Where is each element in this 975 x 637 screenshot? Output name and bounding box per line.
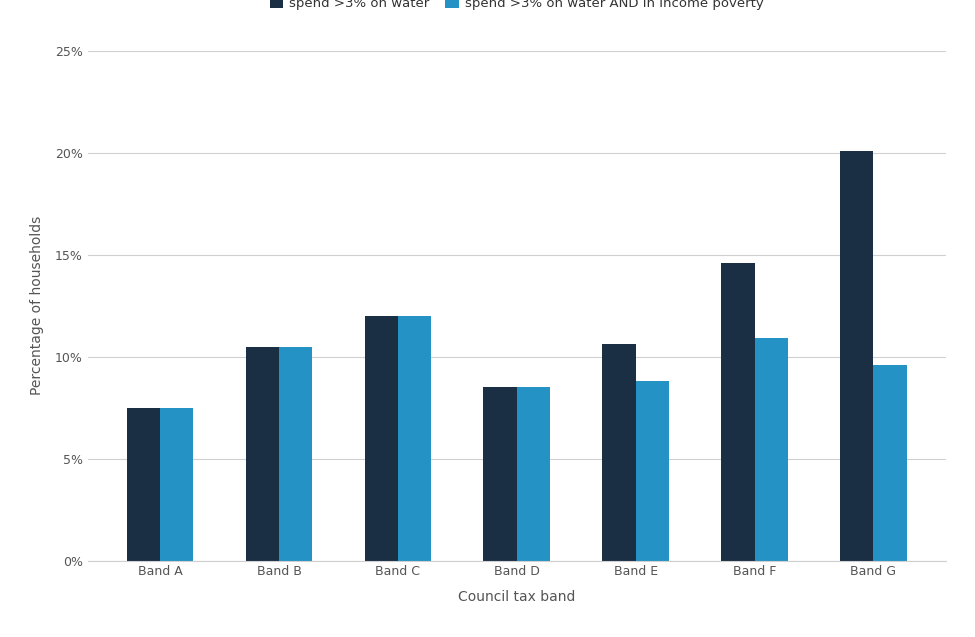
Bar — [398, 316, 431, 561]
X-axis label: Council tax band: Council tax band — [458, 589, 575, 603]
Bar — [279, 347, 312, 561]
Legend: spend >3% on water, spend >3% on water AND in income poverty: spend >3% on water, spend >3% on water A… — [264, 0, 769, 15]
Y-axis label: Percentage of households: Percentage of households — [30, 216, 44, 396]
Bar — [755, 338, 788, 561]
Bar — [484, 387, 517, 561]
Bar — [603, 345, 636, 561]
Bar — [840, 151, 874, 561]
Bar — [246, 347, 279, 561]
Bar — [160, 408, 193, 561]
Bar — [127, 408, 160, 561]
Bar — [636, 381, 669, 561]
Bar — [722, 263, 755, 561]
Bar — [874, 365, 907, 561]
Bar — [365, 316, 398, 561]
Bar — [517, 387, 550, 561]
